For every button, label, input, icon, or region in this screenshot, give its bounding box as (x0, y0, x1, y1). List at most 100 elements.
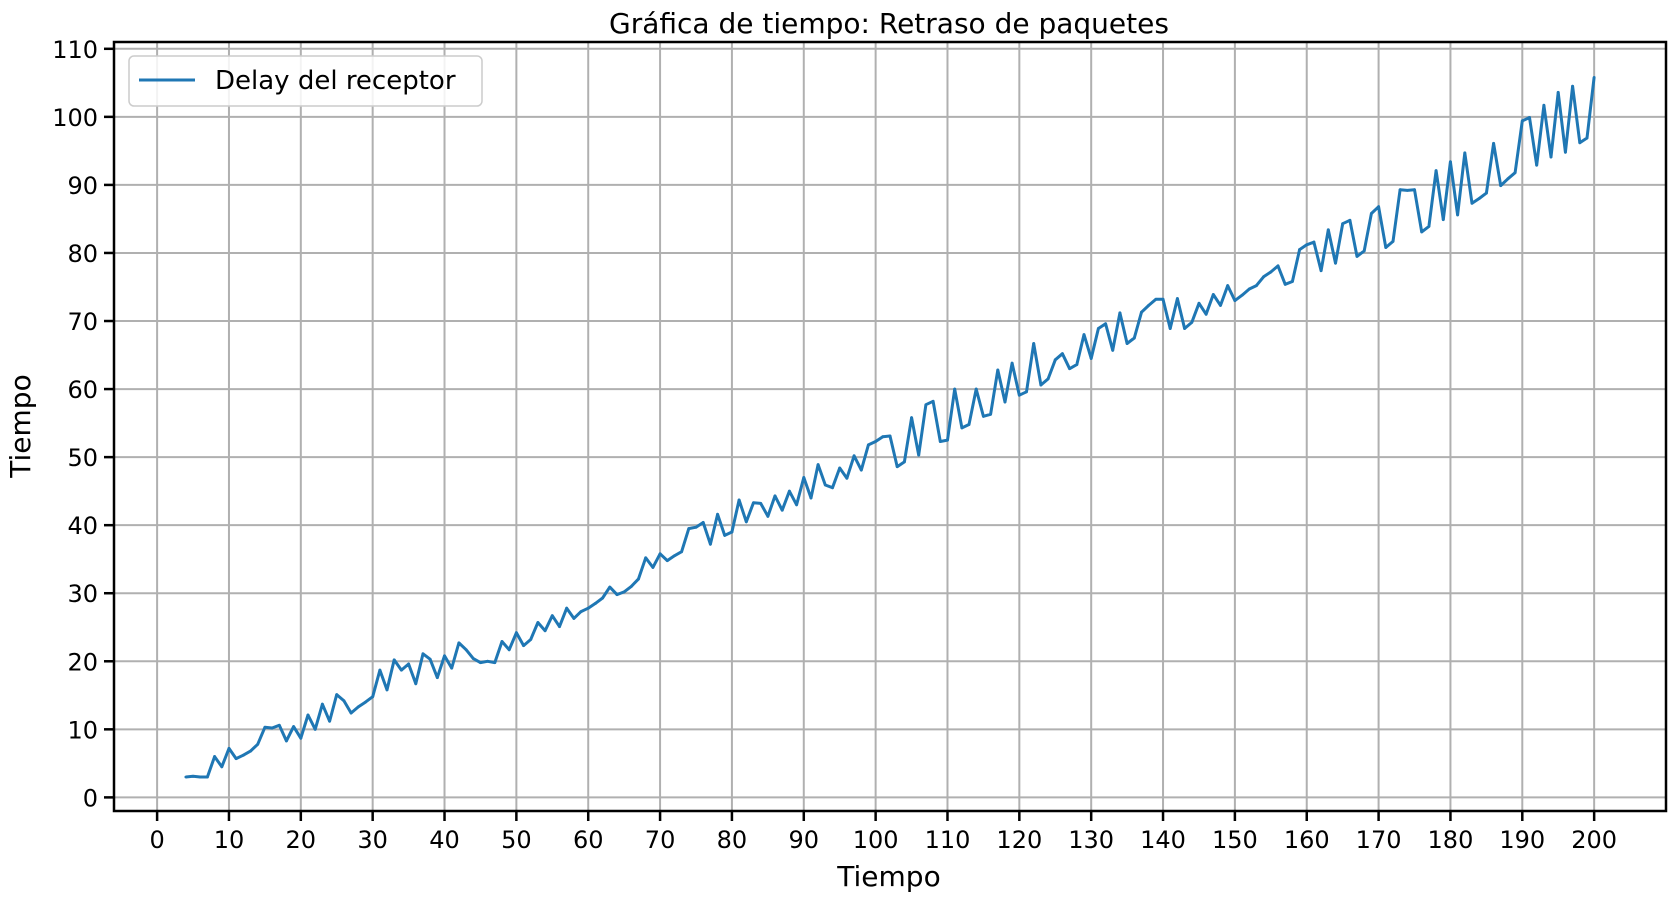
data-point (1075, 363, 1079, 366)
data-point (400, 668, 403, 672)
data-point (802, 476, 806, 479)
data-point (1183, 327, 1186, 330)
data-point (1262, 275, 1266, 279)
data-point (931, 399, 935, 403)
y-tick-label: 30 (67, 580, 98, 608)
data-point (256, 742, 260, 746)
data-point (1283, 282, 1287, 286)
data-point (838, 466, 842, 470)
data-point (558, 625, 561, 628)
data-point (673, 554, 676, 558)
data-point (1535, 163, 1539, 167)
data-point (881, 435, 885, 439)
data-point (694, 525, 698, 529)
data-point (550, 614, 554, 618)
data-point (586, 606, 590, 610)
x-tick-label: 140 (1140, 826, 1186, 854)
data-point (1104, 322, 1107, 326)
data-point (1276, 264, 1280, 268)
data-point (1111, 348, 1115, 352)
data-point (306, 713, 310, 717)
data-point (902, 460, 906, 464)
data-point (1492, 141, 1495, 145)
data-point (1585, 136, 1589, 140)
data-point (924, 403, 928, 407)
data-point (1154, 297, 1158, 301)
data-point (1017, 393, 1021, 397)
y-tick-label: 20 (67, 648, 98, 676)
data-point (701, 521, 705, 524)
data-point (486, 659, 490, 663)
y-tick-label: 60 (67, 376, 98, 404)
data-point (651, 565, 655, 569)
data-point (1441, 218, 1445, 222)
legend-label: Delay del receptor (215, 66, 456, 96)
data-point (946, 438, 949, 442)
data-point (579, 610, 583, 614)
data-point (1341, 222, 1345, 226)
data-point (1556, 90, 1560, 94)
data-point (1204, 312, 1208, 316)
data-point (191, 774, 195, 778)
data-point (766, 514, 770, 518)
data-point (328, 719, 331, 723)
chart-title: Gráfica de tiempo: Retraso de paquetes (609, 7, 1169, 40)
x-tick-label: 50 (501, 826, 532, 854)
data-point (1391, 239, 1395, 243)
data-point (471, 657, 475, 660)
data-point (1046, 377, 1050, 381)
y-tick-label: 50 (67, 444, 98, 472)
x-tick-label: 40 (429, 826, 460, 854)
data-point (744, 520, 748, 524)
data-point (1233, 299, 1237, 303)
data-point (1140, 310, 1143, 314)
x-tick-label: 0 (149, 826, 164, 854)
data-point (1096, 327, 1100, 330)
data-point (1190, 320, 1194, 324)
data-point (867, 443, 870, 447)
data-point (356, 705, 360, 709)
data-point (285, 739, 288, 743)
x-tick-label: 20 (286, 826, 317, 854)
data-point (1427, 225, 1431, 228)
data-point (536, 621, 540, 624)
data-point (780, 508, 784, 512)
data-point (1039, 383, 1043, 387)
data-point (723, 533, 727, 537)
data-point (1405, 188, 1409, 192)
data-point (1219, 303, 1222, 307)
data-point (320, 702, 324, 706)
data-point (378, 668, 382, 672)
data-point (967, 423, 971, 426)
grid (114, 42, 1666, 811)
data-point (816, 463, 820, 467)
data-point (1592, 75, 1596, 79)
x-tick-label: 120 (996, 826, 1042, 854)
data-point (529, 638, 533, 641)
data-point (457, 641, 461, 645)
data-point (1398, 188, 1402, 192)
data-point (795, 503, 798, 507)
data-point (1068, 367, 1072, 371)
data-point (859, 468, 863, 472)
data-point (493, 661, 497, 665)
data-point (989, 412, 992, 416)
data-point (1010, 361, 1014, 365)
data-point (1132, 336, 1136, 340)
data-point (1571, 84, 1574, 88)
x-axis: 0 10 20 30 40 50 60 70 80 90 100 110 120 130 140 150 160… (149, 811, 1617, 854)
data-point (450, 666, 454, 670)
data-point (385, 688, 389, 692)
data-point (1377, 205, 1380, 209)
data-point (680, 550, 684, 554)
data-point (730, 530, 734, 534)
data-point (1061, 352, 1064, 356)
data-point (1255, 284, 1258, 288)
x-tick-label: 150 (1212, 826, 1258, 854)
data-point (507, 648, 511, 652)
y-tick-label: 90 (67, 172, 98, 200)
data-point (601, 596, 604, 600)
data-point (953, 387, 957, 391)
data-point (1147, 303, 1151, 307)
x-tick-label: 130 (1068, 826, 1114, 854)
